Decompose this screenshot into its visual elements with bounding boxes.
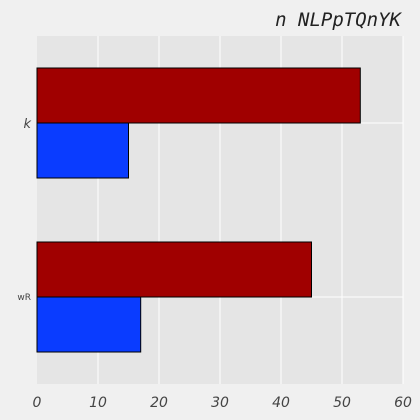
bar-blue (36, 296, 142, 353)
bars (36, 67, 361, 353)
x-tick-labels: 0 10 20 30 40 50 60 (33, 395, 412, 411)
chart-title: n NLPpTQnYK (275, 9, 402, 31)
bar-red (36, 67, 361, 124)
x-tick-label: 10 (89, 395, 107, 411)
x-tick-label: 40 (272, 395, 290, 411)
x-tick-label: 50 (333, 395, 351, 411)
x-tick-label: 30 (211, 395, 229, 411)
x-tick-label: 0 (33, 395, 42, 411)
category-labels: wR k (17, 117, 31, 303)
category-label: k (23, 117, 31, 132)
x-tick-label: 60 (394, 395, 412, 411)
bar-red (36, 241, 312, 298)
bar-blue (36, 122, 129, 179)
x-tick-label: 20 (150, 395, 168, 411)
category-label: wR (17, 293, 31, 303)
